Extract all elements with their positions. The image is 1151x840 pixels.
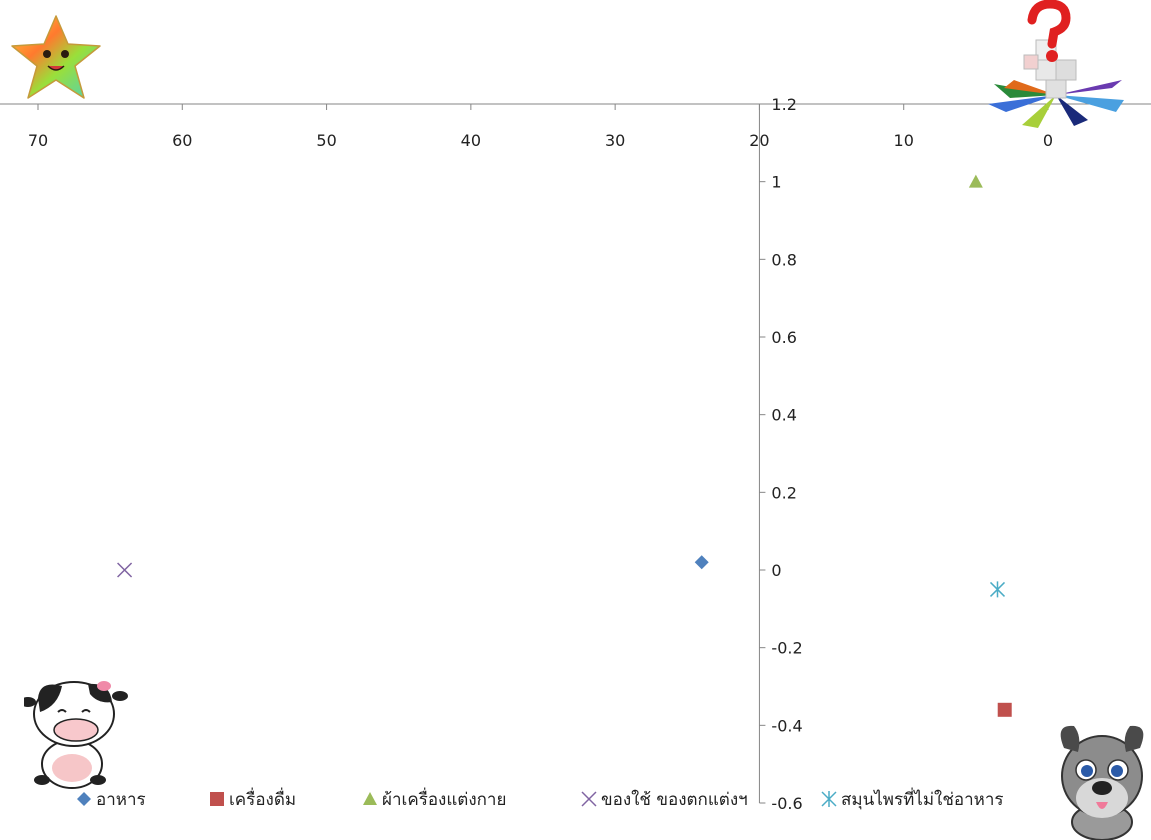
legend-label-2: เครื่องดื่ม (229, 787, 296, 810)
cow-cartoon-icon (24, 672, 130, 792)
legend-label-1: อาหาร (96, 790, 146, 810)
data-marks (118, 175, 1012, 717)
x-tick-label: 30 (605, 131, 625, 150)
y-tick-label: -0.6 (771, 794, 802, 813)
x-tick-label: 60 (172, 131, 192, 150)
data-point-series-2-1 (998, 703, 1012, 717)
y-tick-label: 1.2 (771, 95, 796, 114)
legend-label-5: สมุนไพรที่ไม่ใช่อาหาร (841, 787, 1004, 810)
legend-marker-3 (363, 792, 377, 805)
y-tick-label: 0.6 (771, 328, 796, 347)
question-cube-icon (984, 0, 1129, 130)
star-plush-icon (6, 12, 106, 104)
dog-cartoon-icon (1052, 718, 1151, 840)
x-tick-label: 50 (316, 131, 336, 150)
data-point-series-1-1 (695, 555, 709, 569)
data-point-series-3-1 (969, 175, 983, 188)
y-tick-label: 0.8 (771, 250, 796, 269)
x-tick-label: 20 (749, 131, 769, 150)
legend-marker-1 (77, 792, 91, 806)
legend-marker-2 (210, 792, 224, 806)
legend: อาหาร เครื่องดื่ม ผ้าเครื่องแต่งกาย ของใช้ … (77, 787, 1004, 810)
x-tick-label: 70 (28, 131, 48, 150)
x-tick-label: 10 (894, 131, 914, 150)
legend-marker-4 (582, 792, 596, 806)
y-tick-label: -0.2 (771, 639, 802, 658)
x-tick-label: 40 (461, 131, 481, 150)
x-tick-label: 0 (1043, 131, 1053, 150)
data-point-series-4-1 (118, 563, 132, 577)
y-tick-label: 0 (771, 561, 781, 580)
legend-label-4: ของใช้ ของตกแต่งฯ (601, 789, 748, 810)
data-point-series-5-1 (991, 581, 1005, 597)
y-tick-label: 0.2 (771, 483, 796, 502)
y-tick-label: 1 (771, 173, 781, 192)
y-tick-label: -0.4 (771, 716, 802, 735)
axes: 70 60 50 40 30 20 10 0 1.2 1 0.8 0.6 0.4 0.2 0 -0.2 -0.4… (0, 95, 1151, 813)
legend-label-3: ผ้าเครื่องแต่งกาย (382, 787, 506, 810)
legend-marker-5 (822, 791, 836, 807)
y-tick-label: 0.4 (771, 406, 796, 425)
